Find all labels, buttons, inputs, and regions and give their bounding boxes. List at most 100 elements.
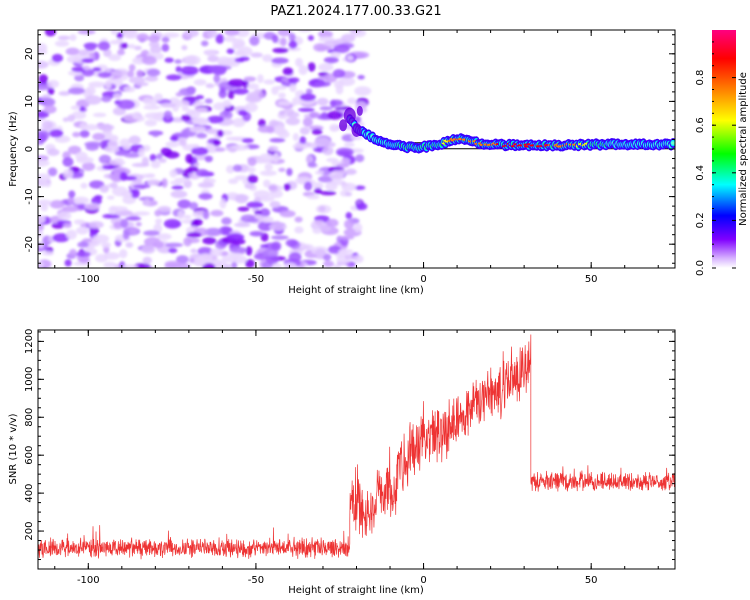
spectral-blob [216, 260, 227, 267]
spectral-blob [68, 190, 76, 199]
spectral-blob [92, 132, 105, 141]
spectral-blob [272, 47, 289, 54]
spectral-blob [279, 210, 296, 218]
spectral-blob [165, 141, 180, 148]
spectral-blob [104, 79, 112, 90]
spectral-blob [225, 136, 241, 141]
spectral-blob [177, 199, 192, 209]
spectral-blob [155, 218, 163, 225]
spectral-blob [132, 184, 151, 189]
snr-y-ticks: 200 400 600 800 1000 1200 [24, 329, 675, 561]
spectral-blob [169, 135, 179, 142]
spectral-blob [344, 253, 355, 261]
spectral-blob [345, 168, 357, 175]
spectral-blob [269, 137, 286, 143]
spectral-blob [237, 206, 250, 212]
spectral-blob [70, 105, 81, 110]
spectral-blob [341, 33, 356, 43]
spectral-blob [326, 157, 339, 163]
colorbar-gradient [712, 30, 736, 268]
spectral-blob [122, 231, 130, 240]
spectral-blob [161, 178, 168, 188]
spectral-blob [186, 232, 202, 238]
spectral-blob [183, 214, 192, 220]
spectral-blob [109, 40, 121, 45]
spectral-blob [125, 216, 142, 221]
spectral-blob [92, 112, 107, 118]
spectral-blob [245, 259, 255, 268]
spectral-blob [77, 30, 96, 35]
spectral-blob [246, 218, 259, 223]
spectral-blob [84, 202, 101, 210]
spectral-blob [181, 45, 188, 51]
spectral-blob [216, 129, 224, 138]
spectral-blob [215, 147, 226, 152]
spectral-blob [264, 163, 273, 171]
spectral-blob [312, 227, 322, 234]
spectral-blob [175, 92, 183, 97]
spectral-blob [49, 129, 64, 138]
spectral-blob [219, 110, 233, 120]
spectral-blob [171, 185, 184, 190]
spectral-blob [183, 236, 192, 247]
spectral-blob [114, 150, 128, 156]
spectral-blob [287, 77, 300, 83]
x-tick-label: -100 [77, 274, 100, 285]
spectral-blob [110, 70, 128, 77]
spectral-blob [110, 30, 118, 36]
spectral-blob [47, 86, 55, 96]
spectral-blob [106, 195, 115, 200]
spectral-blob [277, 111, 288, 120]
spectral-blob [239, 56, 250, 62]
spectral-blob [71, 111, 87, 120]
spectral-blob [322, 260, 335, 268]
spectral-blob [62, 205, 79, 213]
spectral-blob [120, 218, 129, 229]
spectral-blob [67, 196, 75, 205]
spectral-blob [272, 34, 279, 44]
spectral-blob [143, 230, 160, 237]
x-tick-label: 50 [585, 274, 598, 285]
spectral-blob [76, 226, 89, 235]
spectral-blob [127, 44, 136, 49]
spectral-blob [307, 62, 316, 72]
spectral-blob [303, 181, 313, 191]
spectral-blob [278, 167, 286, 173]
spectral-blob [247, 174, 258, 184]
spectral-blob [335, 147, 354, 157]
spectral-blob [299, 243, 314, 250]
spectral-blob [143, 198, 151, 207]
spectral-blob [83, 42, 99, 49]
spectral-blob [123, 152, 141, 158]
spectral-blob [316, 45, 332, 51]
spectral-blob [170, 180, 183, 185]
spectral-blob [176, 255, 189, 264]
spectral-blob [314, 81, 331, 87]
spectral-blob [333, 264, 342, 268]
spectral-blob [302, 117, 313, 127]
spectral-blob [57, 211, 72, 221]
spectral-blob [143, 104, 161, 110]
spectral-blob [148, 41, 160, 48]
spectral-blob [180, 114, 192, 122]
spectral-blob [89, 180, 105, 189]
spectral-blob [207, 55, 220, 63]
spectral-blob [312, 182, 324, 190]
spectral-blob [107, 139, 119, 150]
spectral-blob [154, 52, 164, 60]
spectral-blob [258, 153, 275, 164]
spectral-blob [225, 165, 235, 174]
spectral-blob [117, 99, 136, 110]
spectral-blob [154, 209, 162, 217]
spectral-blob [313, 187, 323, 195]
spectral-blob [38, 173, 51, 181]
spectral-blob [263, 179, 271, 188]
spectral-blob [88, 81, 106, 88]
x-tick-label: -100 [77, 575, 100, 586]
spectral-blob [354, 86, 372, 96]
spectral-blob [224, 30, 240, 36]
spectral-blob [286, 111, 300, 118]
spectral-blob [177, 210, 185, 220]
